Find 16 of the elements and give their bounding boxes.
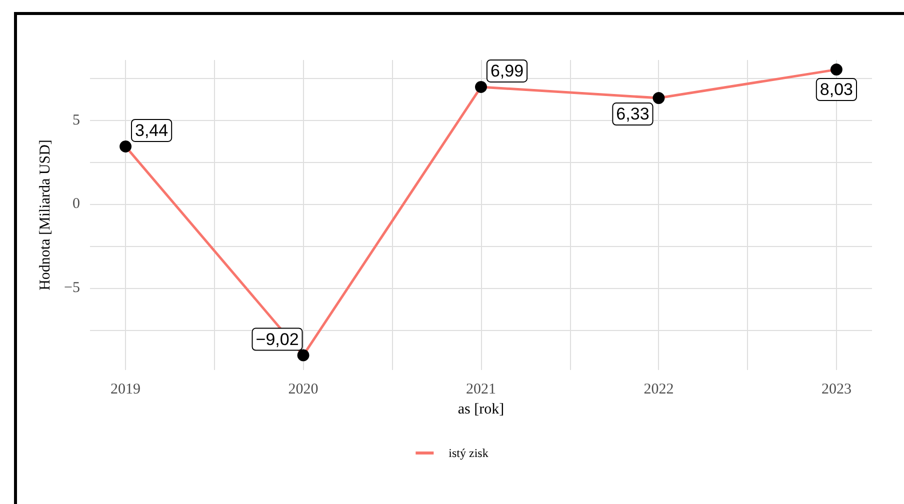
y-tick-label: 0 xyxy=(72,196,80,212)
data-label: 6,99 xyxy=(490,61,524,80)
x-tick-label: 2019 xyxy=(110,382,141,398)
x-tick-label: 2022 xyxy=(644,382,674,398)
data-label: −9,02 xyxy=(256,330,299,349)
data-label: 8,03 xyxy=(820,80,853,100)
x-tick-label: 2021 xyxy=(466,382,496,398)
data-label: 6,33 xyxy=(616,104,650,124)
data-label: 3,44 xyxy=(135,120,168,140)
x-tick-label: 2023 xyxy=(821,382,852,398)
legend-label: istý zisk xyxy=(448,446,488,460)
y-tick-label: 5 xyxy=(72,112,80,128)
x-axis-title: as [rok] xyxy=(458,401,504,418)
x-tick-label: 2020 xyxy=(288,382,318,398)
y-axis-title: Hodnota [Miliarda USD] xyxy=(38,140,54,290)
y-tick-label: −5 xyxy=(64,280,80,296)
